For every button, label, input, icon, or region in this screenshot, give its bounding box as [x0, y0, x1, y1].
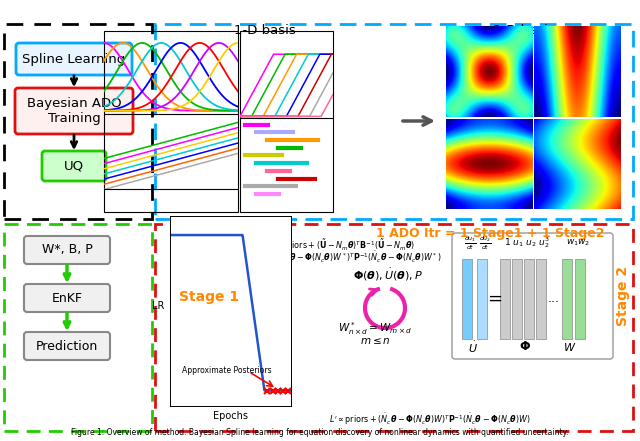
Text: $\mathbf{\Phi}(\boldsymbol{\theta}), \dot{U}(\boldsymbol{\theta}), P$: $\mathbf{\Phi}(\boldsymbol{\theta}), \do…	[353, 267, 423, 283]
Bar	[512, 259, 522, 339]
Bar	[524, 259, 534, 339]
Text: $\frac{du_2}{dt}$: $\frac{du_2}{dt}$	[479, 234, 492, 252]
FancyBboxPatch shape	[42, 151, 106, 181]
Text: $\mathbf{\Phi}$: $\mathbf{\Phi}$	[519, 340, 531, 354]
Bar	[155, 224, 633, 431]
Bar	[155, 24, 633, 219]
Bar	[4, 224, 152, 431]
Text: Prediction: Prediction	[36, 340, 98, 352]
Text: Stage 2: Stage 2	[616, 266, 630, 326]
Text: $W$: $W$	[563, 341, 577, 353]
Text: 1 ADO Itr = 1 Stage1 + 1 Stage2: 1 ADO Itr = 1 Stage1 + 1 Stage2	[376, 227, 604, 239]
Bar	[104, 31, 238, 212]
Text: Approximate Posteriors: Approximate Posteriors	[182, 366, 271, 375]
Text: Spline Learning: Spline Learning	[22, 52, 125, 66]
Text: $\dot{U}$: $\dot{U}$	[468, 340, 478, 355]
Bar	[477, 259, 487, 339]
Text: 2-D basis: 2-D basis	[493, 25, 555, 37]
Y-axis label: LR: LR	[152, 301, 164, 311]
Text: $m \leq n$: $m \leq n$	[360, 336, 390, 346]
Text: $L \propto \mathrm{priors} + (\tilde{\mathbf{U}} - N_m\boldsymbol{\theta})^T\mat: $L \propto \mathrm{priors} + (\tilde{\ma…	[270, 237, 415, 253]
FancyBboxPatch shape	[24, 332, 110, 360]
Text: ...: ...	[548, 292, 560, 306]
Text: Stage 1: Stage 1	[179, 291, 239, 304]
Text: $+(\dot{N}_c\boldsymbol{\theta} - \boldsymbol{\Phi}(N_c\boldsymbol{\theta})W^*)^: $+(\dot{N}_c\boldsymbol{\theta} - \bolds…	[270, 249, 442, 265]
Bar	[500, 259, 510, 339]
FancyBboxPatch shape	[24, 236, 110, 264]
Text: W*, B, P: W*, B, P	[42, 243, 92, 257]
X-axis label: Epochs: Epochs	[213, 411, 248, 421]
Bar	[4, 24, 152, 219]
Text: $L' \propto \mathrm{priors}+(\dot{N}_c\boldsymbol{\theta} - \boldsymbol{\Phi}(N_: $L' \propto \mathrm{priors}+(\dot{N}_c\b…	[329, 411, 531, 427]
FancyBboxPatch shape	[24, 284, 110, 312]
Text: EnKF: EnKF	[51, 292, 83, 304]
Text: Bayesian ADO
Training: Bayesian ADO Training	[27, 97, 122, 125]
Text: $1\ u_1\ u_2\ u_2^3$: $1\ u_1\ u_2\ u_2^3$	[504, 235, 550, 250]
Text: $W^*_{n\times d} = W_{m\times d}$: $W^*_{n\times d} = W_{m\times d}$	[338, 321, 412, 337]
Bar	[536, 259, 546, 339]
Bar	[562, 259, 572, 339]
Text: $w_1 w_2$: $w_1 w_2$	[566, 238, 590, 248]
Bar	[575, 259, 585, 339]
Text: UQ: UQ	[64, 160, 84, 172]
Bar	[462, 259, 472, 339]
Text: Figure 1: Overview of method. Bayesian Spline learning for equation discovery of: Figure 1: Overview of method. Bayesian S…	[71, 428, 569, 437]
Text: $\frac{du_1}{dt}$: $\frac{du_1}{dt}$	[463, 234, 477, 252]
FancyBboxPatch shape	[16, 43, 132, 75]
Text: 1-D basis: 1-D basis	[234, 25, 296, 37]
FancyBboxPatch shape	[452, 233, 613, 359]
Text: =: =	[488, 290, 502, 308]
FancyBboxPatch shape	[15, 88, 133, 134]
